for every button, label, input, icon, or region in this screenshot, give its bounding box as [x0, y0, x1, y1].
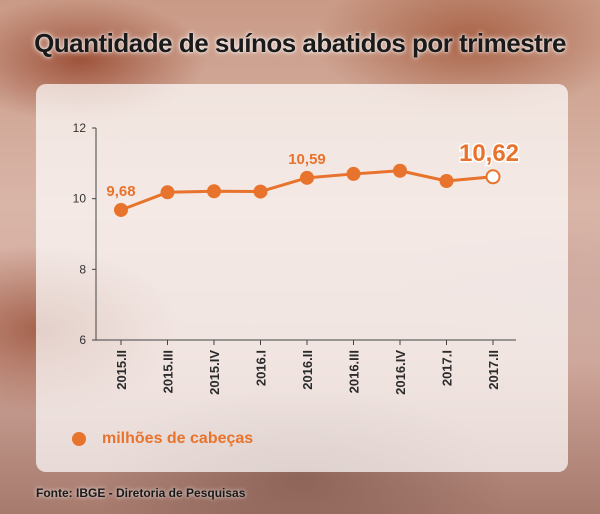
x-tick-label: 2017.II: [486, 350, 501, 390]
x-tick-label: 2017.I: [440, 350, 455, 386]
x-tick-label: 2016.I: [254, 350, 269, 386]
data-label: 10,59: [288, 151, 326, 168]
data-point: [253, 184, 268, 199]
y-tick-label: 12: [73, 121, 87, 135]
data-point: [346, 166, 361, 181]
x-tick-label: 2015.III: [161, 350, 176, 393]
x-tick-label: 2016.II: [300, 350, 315, 390]
x-tick-label: 2016.IV: [393, 350, 408, 395]
y-tick-label: 8: [79, 262, 86, 276]
y-tick-label: 10: [73, 192, 87, 206]
y-tick-label: 6: [79, 333, 86, 347]
data-label: 10,62: [459, 140, 519, 167]
chart-panel: [36, 84, 568, 472]
x-tick-label: 2015.IV: [207, 350, 222, 395]
data-point: [393, 163, 407, 178]
data-point: [160, 185, 175, 200]
data-point: [114, 202, 128, 217]
legend: milhões de cabeças: [72, 430, 253, 448]
chart-title: Quantidade de suínos abatidos por trimes…: [34, 28, 566, 58]
data-point: [439, 174, 454, 188]
data-point: [300, 170, 314, 185]
data-label: 9,68: [106, 183, 135, 200]
x-tick-label: 2016.III: [347, 350, 362, 393]
source-note: Fonte: IBGE - Diretoria de Pesquisas: [36, 486, 246, 500]
x-tick-label: 2015.II: [114, 350, 129, 390]
legend-label: milhões de cabeças: [102, 430, 254, 447]
legend-marker: [72, 432, 86, 446]
data-point: [485, 169, 501, 185]
data-point: [207, 184, 221, 199]
